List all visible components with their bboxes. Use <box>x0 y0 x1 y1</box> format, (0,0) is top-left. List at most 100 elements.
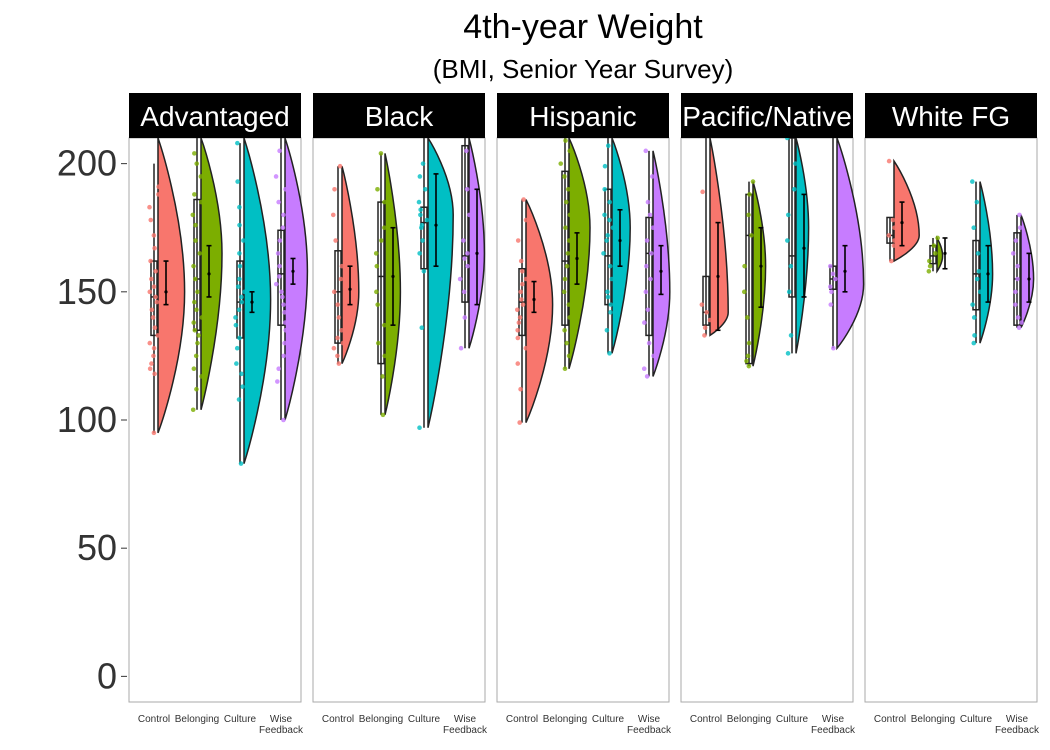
data-point <box>566 238 572 243</box>
data-point <box>972 333 977 338</box>
data-point <box>281 212 286 218</box>
y-tick-label: 150 <box>57 271 117 312</box>
data-point <box>700 189 705 195</box>
panel-data <box>514 138 671 425</box>
data-point <box>567 315 572 320</box>
data-point <box>382 353 387 359</box>
panel-data <box>699 138 865 369</box>
data-point <box>1013 289 1018 295</box>
data-point <box>193 238 198 243</box>
data-point <box>238 461 244 466</box>
y-tick-label: 100 <box>57 399 117 440</box>
mean-point <box>532 297 536 302</box>
data-point <box>702 325 708 331</box>
data-point <box>567 148 573 154</box>
x-tick-label-group: Control <box>690 714 722 725</box>
data-point <box>976 269 982 274</box>
data-point <box>641 366 647 372</box>
violin-belonging <box>936 235 944 274</box>
data-point <box>194 161 200 166</box>
data-point <box>520 302 526 307</box>
violin-control <box>157 138 186 434</box>
data-point <box>605 294 611 300</box>
panel-frame <box>312 137 486 703</box>
data-point <box>562 174 567 179</box>
data-point <box>275 251 281 256</box>
y-tick-label: 0 <box>97 655 117 696</box>
data-point <box>375 340 381 346</box>
data-point <box>971 225 977 231</box>
group-control <box>699 138 729 338</box>
data-point <box>195 340 200 346</box>
data-point <box>237 222 242 228</box>
data-point <box>607 199 613 205</box>
mean-point <box>434 223 438 227</box>
data-point <box>746 363 752 369</box>
data-point <box>198 174 204 179</box>
data-point <box>331 345 337 351</box>
data-point <box>604 327 610 333</box>
data-point <box>156 184 161 190</box>
data-point <box>890 217 896 223</box>
box-iqr <box>334 250 342 344</box>
data-point <box>1013 238 1019 243</box>
data-point <box>375 186 380 192</box>
data-point <box>335 353 340 359</box>
data-point <box>277 238 283 243</box>
data-point <box>648 276 653 282</box>
data-point <box>281 353 286 359</box>
data-point <box>607 263 613 269</box>
data-point <box>280 225 286 231</box>
data-point <box>193 276 198 282</box>
data-point <box>702 333 707 338</box>
data-point <box>523 345 529 351</box>
x-tick-label-group: Culture <box>224 714 257 725</box>
data-point <box>927 263 933 269</box>
mean-point <box>475 251 479 255</box>
x-tick-label: Control <box>874 714 906 725</box>
data-point <box>514 307 520 313</box>
data-point <box>888 258 894 264</box>
data-point <box>892 225 897 231</box>
data-point <box>147 340 153 346</box>
data-point <box>374 263 380 269</box>
data-point <box>749 233 754 238</box>
mean-point <box>250 300 254 304</box>
data-point <box>419 222 425 228</box>
data-point <box>642 320 647 325</box>
data-point <box>610 225 616 231</box>
data-point <box>338 276 344 282</box>
data-point <box>235 140 240 146</box>
mean-point <box>843 269 847 273</box>
data-point <box>791 186 797 192</box>
facet-strip <box>865 93 1037 138</box>
data-point <box>418 207 423 213</box>
group-belonging <box>190 138 223 413</box>
panel-data <box>330 138 486 430</box>
data-point <box>1015 315 1021 320</box>
data-point <box>417 251 422 256</box>
data-point <box>151 284 157 289</box>
data-point <box>149 307 155 313</box>
facet-strip <box>497 93 669 138</box>
data-point <box>1015 276 1020 282</box>
data-point <box>604 238 609 243</box>
group-wise-feedback <box>273 138 309 423</box>
data-point <box>151 233 157 238</box>
data-point <box>233 322 239 328</box>
data-point <box>971 340 977 346</box>
x-tick-label: Culture <box>408 714 441 725</box>
data-point <box>651 353 656 359</box>
data-point <box>420 238 425 243</box>
x-tick-label: Control <box>690 714 722 725</box>
data-point <box>198 199 204 205</box>
data-point <box>607 351 612 356</box>
data-point <box>419 325 425 331</box>
group-wise-feedback <box>641 148 671 379</box>
panel-frame <box>864 137 1038 703</box>
x-tick-label: Wise <box>1006 714 1029 725</box>
x-tick-label: Culture <box>592 714 625 725</box>
data-point <box>461 289 467 295</box>
